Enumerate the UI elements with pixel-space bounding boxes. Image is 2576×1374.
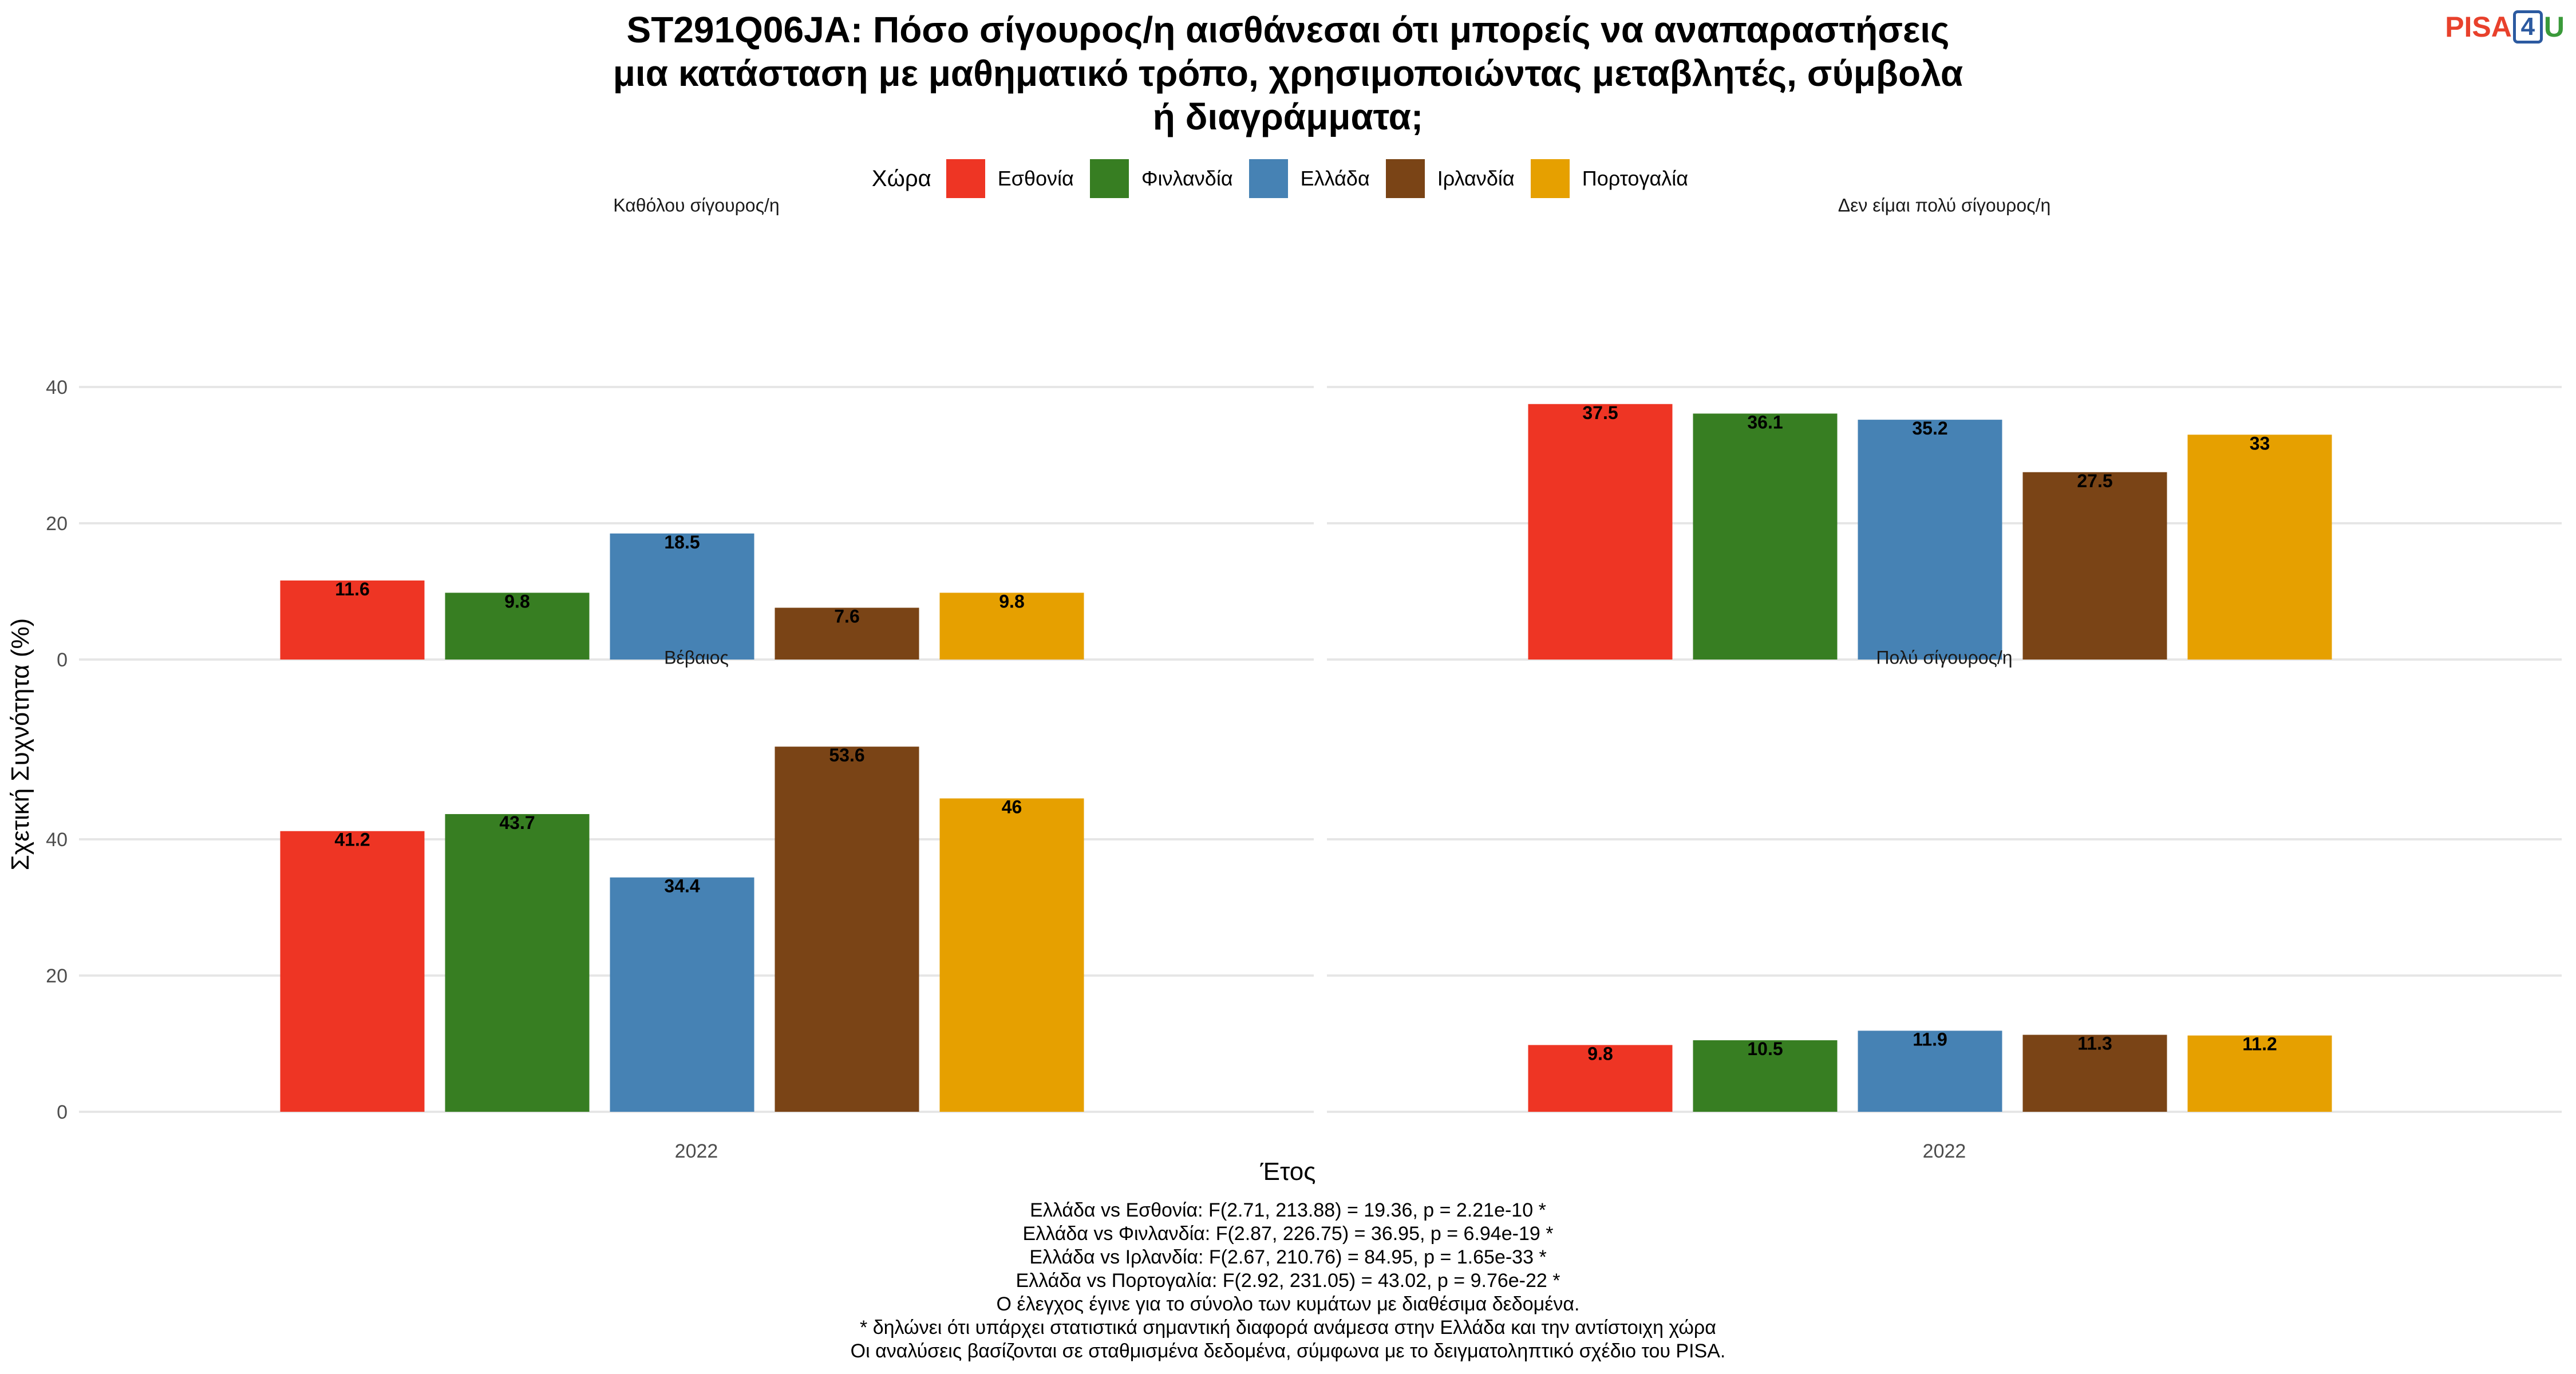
legend-label: Πορτογαλία (1582, 167, 1689, 190)
data-label: 10.5 (1747, 1039, 1783, 1059)
footnote-line: Ελλάδα vs Φινλανδία: F(2.87, 226.75) = 3… (1022, 1223, 1554, 1245)
data-label: 7.6 (834, 606, 859, 627)
footnote-line: * δηλώνει ότι υπάρχει στατιστικά σημαντι… (860, 1317, 1716, 1339)
bar (280, 580, 425, 660)
bar (939, 798, 1084, 1112)
legend-title: Χώρα (871, 165, 931, 191)
data-label: 27.5 (2077, 471, 2112, 491)
legend-label: Ιρλανδία (1437, 167, 1515, 190)
bar (1858, 420, 2002, 660)
footnote-line: Ο έλεγχος έγινε για το σύνολο των κυμάτω… (996, 1293, 1580, 1315)
data-label: 11.6 (335, 579, 370, 599)
bar (1693, 413, 1838, 660)
y-axis-label: Σχετική Συχνότητα (%) (6, 618, 34, 871)
panel-title: Βέβαιος (664, 647, 729, 668)
legend-item: Ελλάδα (1249, 159, 1370, 198)
bar (939, 593, 1084, 660)
panel-title: Δεν είμαι πολύ σίγουρος/η (1838, 195, 2051, 216)
x-axis-label: Έτος (1260, 1158, 1316, 1186)
data-label: 18.5 (664, 532, 700, 552)
data-label: 34.4 (664, 876, 700, 897)
y-tick-label: 0 (57, 649, 68, 671)
data-label: 9.8 (1587, 1043, 1613, 1064)
data-label: 9.8 (999, 591, 1024, 611)
panel-title: Καθόλου σίγουρος/η (613, 195, 779, 216)
x-tick-label: 2022 (675, 1140, 718, 1162)
bar (775, 607, 919, 660)
data-label: 41.2 (334, 830, 370, 850)
data-label: 9.8 (504, 591, 530, 611)
bar (1528, 1045, 1673, 1112)
data-label: 11.3 (2077, 1033, 2112, 1054)
bar (2187, 435, 2332, 660)
logo-u-text: U (2543, 11, 2565, 43)
title-line-2: μια κατάσταση με μαθηματικό τρόπο, χρησι… (613, 53, 1963, 94)
y-tick-label: 0 (57, 1101, 68, 1123)
bar (445, 814, 590, 1112)
footnote-line: Ελλάδα vs Ιρλανδία: F(2.67, 210.76) = 84… (1029, 1246, 1547, 1268)
data-label: 46 (1002, 797, 1022, 818)
legend-swatch (1249, 159, 1288, 198)
data-label: 11.9 (1913, 1029, 1947, 1049)
footnotes: Ελλάδα vs Εσθονία: F(2.71, 213.88) = 19.… (0, 1199, 2576, 1363)
bar (2022, 472, 2167, 660)
bar (280, 831, 425, 1112)
footnote-line: Ελλάδα vs Εσθονία: F(2.71, 213.88) = 19.… (1030, 1199, 1546, 1221)
legend-swatch (1089, 159, 1129, 198)
legend-item: Εσθονία (946, 159, 1074, 198)
title-line-3: ή διαγράμματα; (1152, 96, 1424, 137)
data-label: 35.2 (1912, 418, 1947, 439)
data-label: 37.5 (1582, 402, 1618, 423)
bar (2187, 1035, 2332, 1112)
legend-label: Ελλάδα (1300, 167, 1370, 190)
pisa4u-logo: PISA 4 U (2445, 10, 2565, 44)
bar (610, 533, 754, 660)
legend-swatch (1530, 159, 1570, 198)
data-label: 53.6 (829, 745, 864, 765)
y-tick-label: 40 (46, 377, 68, 398)
data-label: 36.1 (1747, 412, 1783, 432)
logo-number-box: 4 (2512, 10, 2543, 44)
data-label: 43.7 (499, 812, 535, 833)
legend-label: Φινλανδία (1141, 167, 1233, 190)
legend-swatch (946, 159, 985, 198)
data-label: 33 (2250, 433, 2270, 453)
bar (1528, 404, 1673, 660)
legend-item: Φινλανδία (1089, 159, 1233, 198)
legend-label: Εσθονία (997, 167, 1074, 190)
bar (445, 593, 590, 660)
legend: Χώρα Εσθονία Φινλανδία Ελλάδα Ιρλανδία Πορτο… (0, 159, 2576, 198)
legend-item: Ιρλανδία (1385, 159, 1515, 198)
panel-title: Πολύ σίγουρος/η (1876, 647, 2012, 668)
bar (2022, 1035, 2167, 1112)
bar (610, 877, 754, 1112)
chart-title: ST291Q06JA: Πόσο σίγουρος/η αισθάνεσαι ό… (0, 8, 2576, 139)
footnote-line: Ελλάδα vs Πορτογαλία: F(2.92, 231.05) = … (1016, 1270, 1560, 1292)
x-tick-label: 2022 (1923, 1140, 1966, 1162)
bar (1858, 1030, 2002, 1112)
logo-pisa-text: PISA (2445, 11, 2512, 43)
y-tick-label: 20 (46, 513, 68, 535)
y-tick-label: 20 (46, 965, 68, 987)
bar (1693, 1040, 1838, 1112)
bar (775, 747, 919, 1112)
footnote-line: Οι αναλύσεις βασίζονται σε σταθμισμένα δ… (850, 1340, 1726, 1362)
legend-swatch (1385, 159, 1425, 198)
legend-item: Πορτογαλία (1530, 159, 1689, 198)
y-tick-label: 40 (46, 829, 68, 851)
title-line-1: ST291Q06JA: Πόσο σίγουρος/η αισθάνεσαι ό… (626, 9, 1950, 50)
data-label: 11.2 (2242, 1034, 2277, 1055)
